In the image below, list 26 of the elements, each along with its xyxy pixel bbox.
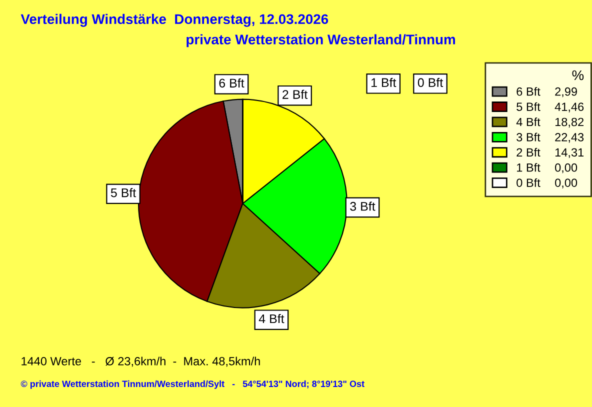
text: 0,00 bbox=[555, 178, 578, 188]
legend-label: 0 Bft bbox=[418, 78, 444, 88]
slice-label: 3 Bft bbox=[350, 202, 376, 211]
text: © private Wetterstation Tinnum/Westerland/Sylt - 54°54'13" Nord; 8°19'13" Ost bbox=[20, 380, 364, 389]
legend-label: 6 Bft bbox=[516, 87, 540, 96]
slice-label: 5 Bft bbox=[110, 188, 136, 198]
category-label: 1 Bft bbox=[371, 78, 396, 88]
legend-label: 3 Bft bbox=[516, 132, 540, 142]
slice-label: 2 Bft bbox=[282, 90, 308, 99]
data-label: 41,46 bbox=[554, 102, 584, 112]
text: 0,00 bbox=[555, 163, 578, 174]
legend-label: 4 Bft bbox=[516, 118, 540, 126]
legend-title: % bbox=[572, 70, 584, 80]
data-label: 2,99 bbox=[555, 87, 577, 98]
data-label: 22,43 bbox=[555, 133, 584, 143]
legend-label: 2 Bft bbox=[516, 148, 540, 157]
legend-label: 5 Bft bbox=[516, 102, 540, 111]
chart-title: Verteilung Windstärke Donnerstag, 12.03.2026 bbox=[20, 14, 328, 27]
slice-label: 6 Bft bbox=[219, 78, 244, 88]
category-label: 0 Bft bbox=[516, 178, 540, 187]
data-label: 14,31 bbox=[555, 148, 584, 158]
data-label: 18,82 bbox=[555, 118, 584, 128]
legend-label: 1 Bft bbox=[517, 163, 540, 172]
chart-subtitle: private Wetterstation Westerland/Tinnum bbox=[186, 34, 455, 48]
slice-label: 4 Bft bbox=[258, 314, 284, 324]
text: 1440 Werte - Ø 23,6km/h - Max. 48,5km/h bbox=[22, 356, 260, 367]
